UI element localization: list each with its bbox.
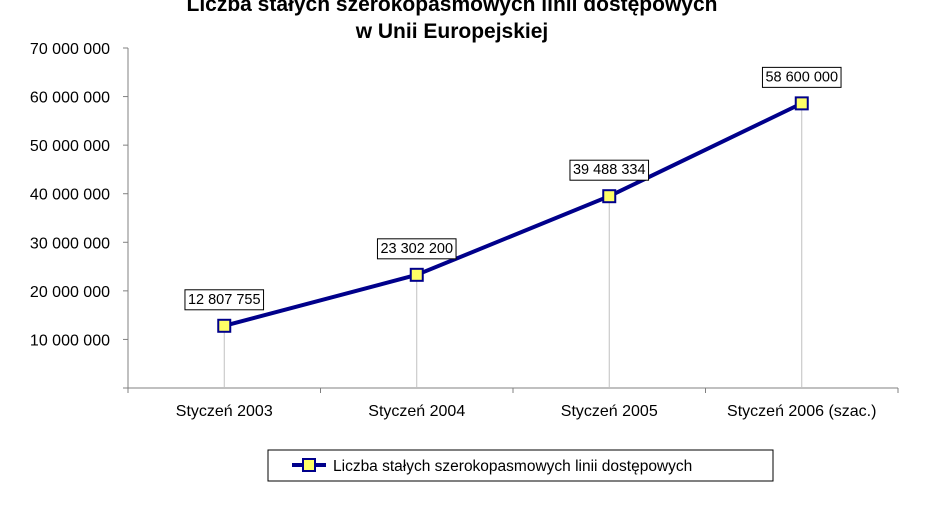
legend: Liczba stałych szerokopasmowych linii do… <box>267 449 774 482</box>
drop-lines <box>223 103 803 388</box>
y-tick-label: 30 000 000 <box>30 235 110 252</box>
data-point-marker <box>602 189 617 204</box>
y-tick-labels: 70 000 000 60 000 000 50 000 000 40 000 000… <box>30 41 110 349</box>
x-tick-labels: Styczeń 2003 Styczeń 2004 Styczeń 2005 Styc… <box>176 403 877 420</box>
data-point-marker <box>794 96 809 111</box>
data-point-marker <box>409 267 424 282</box>
y-tick-label: 40 000 000 <box>30 187 110 204</box>
data-label-text: 58 600 000 <box>765 69 838 85</box>
data-label-text: 39 488 334 <box>573 162 646 178</box>
data-label: 58 600 000 <box>761 66 842 88</box>
y-tick-label: 70 000 000 <box>30 41 110 58</box>
x-tick-label: Styczeń 2004 <box>368 403 465 420</box>
legend-label: Liczba stałych szerokopasmowych linii do… <box>333 458 692 475</box>
data-label-text: 12 807 755 <box>188 292 261 308</box>
data-label-box <box>569 159 650 181</box>
data-label-box <box>376 238 457 260</box>
chart-title: Liczba stałych szerokopasmowych linii do… <box>187 0 718 16</box>
data-point-marker <box>217 318 232 333</box>
data-label-box <box>761 66 842 88</box>
x-tick-label: Styczeń 2003 <box>176 403 273 420</box>
legend-marker-swatch <box>302 458 316 472</box>
y-tick-label: 10 000 000 <box>30 332 110 349</box>
axes <box>123 47 899 393</box>
y-tick-label: 60 000 000 <box>30 90 110 107</box>
x-tick-label: Styczeń 2006 (szac.) <box>727 403 876 420</box>
data-label: 23 302 200 <box>376 238 457 260</box>
legend-box <box>267 449 774 482</box>
chart-subtitle: w Unii Europejskiej <box>355 20 549 43</box>
data-labels: 12 807 755 23 302 200 39 488 334 58 600 000 <box>184 66 842 311</box>
series-line <box>217 96 809 333</box>
data-label-text: 23 302 200 <box>380 241 453 257</box>
series-line-path <box>223 101 803 328</box>
data-label: 39 488 334 <box>569 159 650 181</box>
data-label: 12 807 755 <box>184 289 265 311</box>
y-tick-label: 20 000 000 <box>30 284 110 301</box>
x-tick-label: Styczeń 2005 <box>561 403 658 420</box>
y-tick-label: 50 000 000 <box>30 138 110 155</box>
data-label-box <box>184 289 265 311</box>
